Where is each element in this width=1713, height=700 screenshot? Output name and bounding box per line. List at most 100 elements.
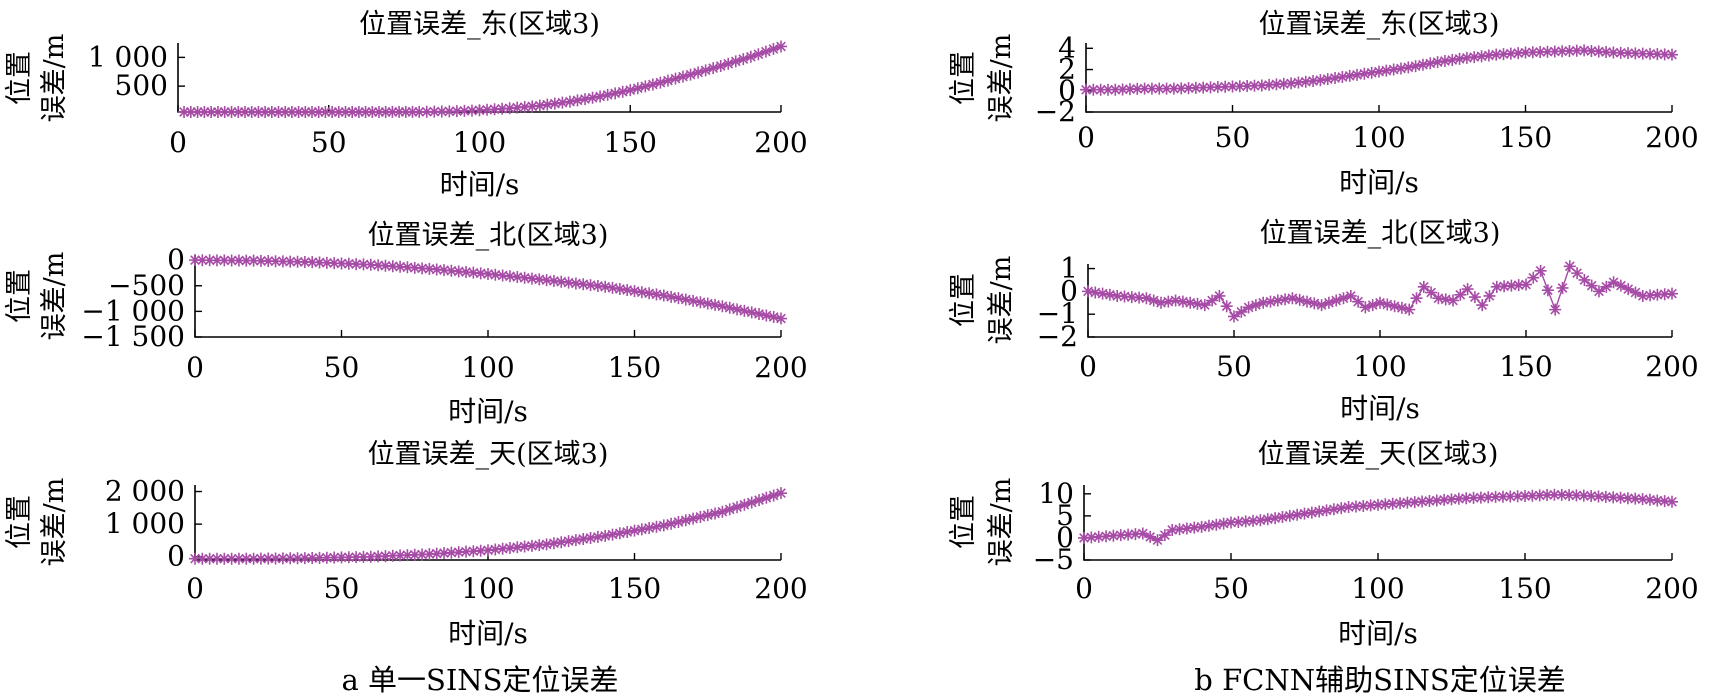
data-point xyxy=(1644,289,1657,302)
data-point xyxy=(474,267,487,280)
data-point xyxy=(1248,79,1261,92)
data-point xyxy=(533,273,546,286)
data-point xyxy=(1476,299,1489,312)
data-point xyxy=(643,522,656,535)
y-tick-label: 10 xyxy=(1038,477,1074,510)
data-point xyxy=(579,93,592,106)
data-point xyxy=(416,262,429,275)
y-tick-label: −2 xyxy=(1035,95,1076,128)
data-point xyxy=(1621,492,1634,505)
data-point xyxy=(646,78,659,91)
data-point xyxy=(1534,46,1547,59)
data-point xyxy=(1364,499,1377,512)
x-tick-label: 200 xyxy=(1645,572,1698,605)
data-point xyxy=(643,287,656,300)
data-point xyxy=(760,491,773,504)
data-point xyxy=(1454,288,1467,301)
data-point xyxy=(1189,81,1202,94)
data-point xyxy=(247,552,260,565)
data-point xyxy=(482,544,494,557)
data-point xyxy=(1490,48,1503,61)
data-point xyxy=(272,106,285,118)
data-point xyxy=(1483,289,1496,302)
chart-title: 位置误差_天(区域3) xyxy=(368,439,609,470)
data-point xyxy=(1430,494,1443,507)
data-point xyxy=(1169,294,1182,307)
data-point xyxy=(752,48,765,61)
y-axis-label: 误差/m xyxy=(986,34,1017,123)
data-point xyxy=(1235,305,1248,318)
data-point xyxy=(635,523,648,536)
data-point xyxy=(1614,46,1627,59)
data-point xyxy=(1210,518,1223,531)
data-point xyxy=(328,257,341,270)
data-point xyxy=(203,254,216,267)
data-point xyxy=(599,529,612,542)
data-point xyxy=(1092,530,1105,543)
data-point xyxy=(547,537,560,550)
data-point xyxy=(1261,513,1274,526)
data-point xyxy=(320,551,333,564)
data-point xyxy=(584,531,597,544)
data-point xyxy=(435,105,448,118)
data-point xyxy=(650,520,663,533)
data-point xyxy=(364,550,377,563)
data-point xyxy=(232,106,245,118)
series-markers xyxy=(189,487,787,565)
data-point xyxy=(1482,49,1495,62)
data-point xyxy=(672,516,685,529)
data-point xyxy=(1277,77,1290,90)
data-point xyxy=(1607,491,1620,504)
data-point xyxy=(1423,494,1436,507)
data-point xyxy=(1254,514,1267,527)
data-point xyxy=(1534,264,1547,277)
data-point xyxy=(1337,292,1350,305)
data-point xyxy=(1220,300,1233,313)
data-point xyxy=(413,105,426,118)
data-point xyxy=(562,276,575,289)
data-point xyxy=(210,552,223,565)
data-point xyxy=(1298,507,1311,520)
data-point xyxy=(1140,292,1153,305)
data-point xyxy=(1184,296,1197,309)
series-markers xyxy=(178,40,787,118)
data-point xyxy=(723,301,736,314)
data-point xyxy=(1438,493,1451,506)
data-point xyxy=(1257,296,1270,309)
data-point xyxy=(420,105,433,118)
data-point xyxy=(1388,300,1401,313)
data-point xyxy=(1103,288,1116,301)
data-point xyxy=(225,106,238,118)
x-tick-label: 150 xyxy=(604,126,657,159)
data-point xyxy=(1131,82,1144,95)
data-point xyxy=(359,105,372,118)
data-point xyxy=(232,552,245,565)
data-point xyxy=(496,269,509,282)
data-point xyxy=(265,106,278,118)
data-point xyxy=(211,106,224,118)
data-point xyxy=(1342,501,1355,514)
data-point xyxy=(709,507,722,520)
data-point xyxy=(665,290,678,303)
data-point xyxy=(1593,285,1605,298)
data-point xyxy=(586,91,599,104)
data-point xyxy=(1468,51,1481,64)
data-point xyxy=(631,82,644,95)
chart-title: 位置误差_东(区域3) xyxy=(359,9,600,40)
data-point xyxy=(1359,301,1372,314)
data-point xyxy=(694,510,707,523)
data-point xyxy=(232,254,245,267)
data-point xyxy=(1094,83,1107,96)
data-point xyxy=(364,258,377,271)
data-point xyxy=(1416,495,1429,508)
data-point xyxy=(1123,83,1136,96)
data-point xyxy=(1173,523,1186,536)
data-point xyxy=(547,274,560,287)
data-point xyxy=(276,552,289,565)
data-point xyxy=(1162,295,1175,308)
caption-left: a 单一SINS定位误差 xyxy=(341,663,618,697)
data-point xyxy=(533,99,546,112)
